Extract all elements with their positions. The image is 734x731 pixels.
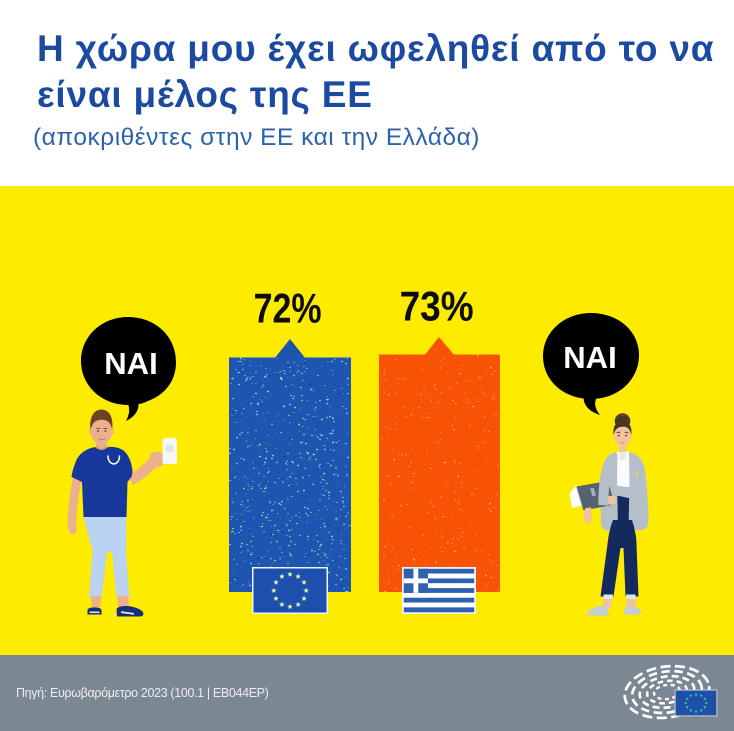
svg-text:ΝΑΙ: ΝΑΙ <box>563 340 616 375</box>
svg-text:ΝΑΙ: ΝΑΙ <box>104 346 157 381</box>
svg-text:73%: 73% <box>400 282 474 329</box>
svg-text:72%: 72% <box>254 285 322 332</box>
